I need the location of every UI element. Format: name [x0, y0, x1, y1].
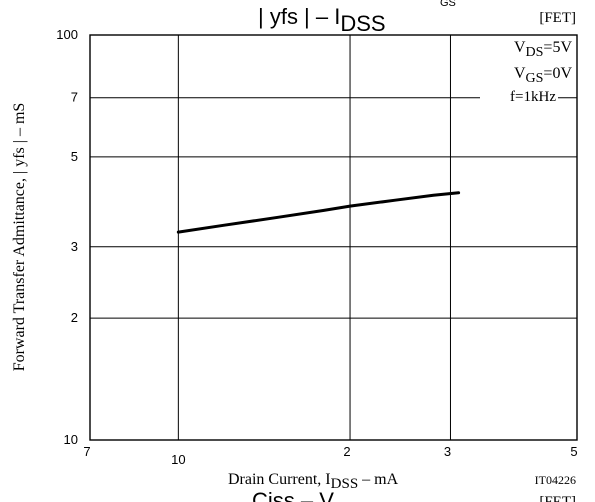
condition-f: f=1kHz — [510, 89, 556, 105]
x-axis-label: Drain Current, IDSS – mA — [228, 471, 399, 492]
chart-title: | yfs | – IDSS — [258, 4, 386, 36]
figure-code: IT04226 — [535, 473, 576, 487]
x-tick-label: 3 — [444, 444, 451, 459]
y-tick-labels: 10 2 3 5 7 100 — [56, 27, 78, 447]
device-tag: [FET] — [539, 10, 576, 26]
x-tick-labels: 7 10 2 3 5 — [83, 444, 577, 467]
y-tick-label: 3 — [71, 239, 78, 254]
condition-vds: VDS=5V — [514, 39, 572, 60]
condition-f-background — [480, 84, 558, 104]
y-tick-label: 100 — [56, 27, 78, 42]
y-tick-label: 5 — [71, 149, 78, 164]
cutoff-top-text: GS — [440, 0, 456, 9]
x-tick-label: 5 — [570, 444, 577, 459]
series-line — [176, 191, 461, 234]
x-tick-label: 10 — [171, 452, 185, 467]
condition-vgs: VGS=0V — [514, 65, 572, 86]
series-layer — [176, 191, 461, 234]
chart-title-subscript: DSS — [340, 11, 385, 36]
cutoff-bottom-tag: [FET] — [539, 494, 576, 502]
y-tick-label: 2 — [71, 310, 78, 325]
x-tick-label: 2 — [343, 444, 350, 459]
grid-lines — [90, 35, 577, 440]
y-tick-label: 10 — [64, 432, 78, 447]
y-tick-label: 7 — [71, 90, 78, 105]
y-axis-label: Forward Transfer Admittance, | yfs | – m… — [11, 103, 28, 372]
conditions-legend: VDS=5V VGS=0V f=1kHz — [480, 39, 572, 105]
x-tick-label: 7 — [83, 444, 90, 459]
plot-frame — [89, 34, 578, 441]
